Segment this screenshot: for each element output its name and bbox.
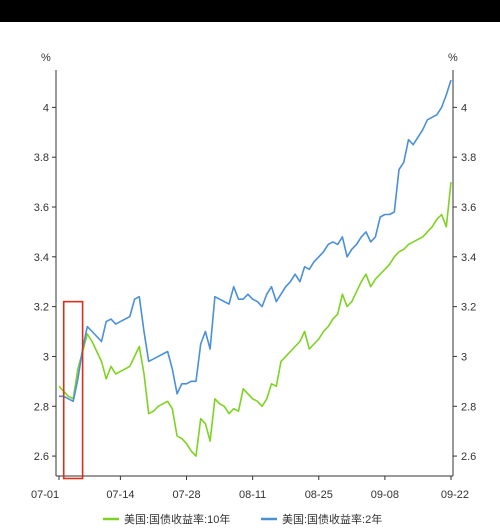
x-axis-ticks: 07-01 07-14 07-28 08-11 08-25 09-08 09-22 xyxy=(31,476,469,501)
top-black-bar xyxy=(0,0,500,22)
y-tick-label-left: 3 xyxy=(43,351,49,363)
y-tick-label-left: 3.4 xyxy=(34,252,49,264)
y-tick-label-right: 2.8 xyxy=(461,401,476,413)
y-axis-ticks: 2.6 2.6 2.8 2.8 3 3 3.2 3.2 3.4 3.4 3.6 3.6 3.8 3.8 4 4 xyxy=(34,102,477,463)
y-tick-label-left: 2.6 xyxy=(34,451,49,463)
legend-label-1: 美国:国债收益率:2年 xyxy=(282,512,382,526)
y-tick-label-right: 3.8 xyxy=(461,152,476,164)
series-lines xyxy=(58,79,452,457)
legend: 美国:国债收益率:10年 美国:国债收益率:2年 xyxy=(103,512,382,526)
highlight-box xyxy=(62,300,84,480)
series-line-0 xyxy=(58,182,452,457)
x-tick-label: 09-22 xyxy=(441,489,469,501)
x-tick-label: 07-28 xyxy=(172,489,200,501)
y-tick-label-left: 3.6 xyxy=(34,202,49,214)
y-tick-label-left: 3.8 xyxy=(34,152,49,164)
y-tick-label-right: 3.6 xyxy=(461,202,476,214)
right-unit-label: % xyxy=(448,52,458,64)
legend-label-0: 美国:国债收益率:10年 xyxy=(124,512,230,526)
y-tick-label-right: 3.4 xyxy=(461,252,476,264)
y-tick-label-right: 4 xyxy=(461,102,467,114)
y-tick-label-left: 4 xyxy=(43,102,49,114)
x-tick-label: 08-11 xyxy=(239,489,266,501)
left-unit-label: % xyxy=(41,52,51,64)
y-tick-label-right: 3 xyxy=(461,351,467,363)
y-tick-label-right: 3.2 xyxy=(461,302,476,314)
x-tick-label: 08-25 xyxy=(305,489,333,501)
y-tick-label-left: 2.8 xyxy=(34,401,49,413)
x-tick-label: 07-01 xyxy=(31,489,59,501)
x-tick-label: 09-08 xyxy=(371,489,399,501)
y-tick-label-left: 3.2 xyxy=(34,302,49,314)
series-line-1 xyxy=(59,79,452,403)
x-tick-label: 07-14 xyxy=(106,489,134,501)
y-tick-label-right: 2.6 xyxy=(461,451,476,463)
